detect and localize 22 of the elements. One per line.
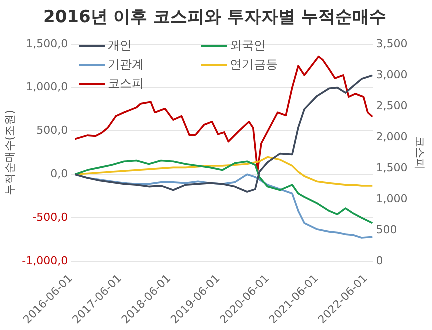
legend-label: 외국인 xyxy=(230,38,266,53)
y-tick-label: 1,000,0 xyxy=(26,80,68,94)
legend-label: 코스피 xyxy=(108,76,144,91)
y-tick-label: 500,0 xyxy=(36,124,68,138)
y2-axis-title: 코스피 xyxy=(414,136,427,170)
y2-tick-label: 0 xyxy=(376,254,384,268)
y2-tick-label: 1,000 xyxy=(376,192,408,206)
y-tick-label: 1,500,0 xyxy=(26,37,68,50)
y-tick-label: -500,0 xyxy=(32,210,68,224)
y-tick-label: -1,000,0 xyxy=(22,254,68,268)
y2-tick-label: 2,000 xyxy=(376,130,408,144)
y2-tick-label: 3,500 xyxy=(376,37,408,50)
legend-label: 기관계 xyxy=(108,58,144,72)
y-axis-title: 누적순매수(조원) xyxy=(3,110,16,196)
y-tick-label: 0,0 xyxy=(50,167,68,180)
legend-label: 개인 xyxy=(108,38,132,53)
chart-title: 2016년 이후 코스피와 투자자별 누적순매수 xyxy=(44,8,386,28)
y2-tick-label: 1,500 xyxy=(376,161,408,174)
y2-tick-label: 3,000 xyxy=(376,68,408,82)
legend-label: 연기금등 xyxy=(230,58,278,72)
y2-tick-label: 500 xyxy=(376,223,398,236)
y2-tick-label: 2,500 xyxy=(376,99,408,112)
